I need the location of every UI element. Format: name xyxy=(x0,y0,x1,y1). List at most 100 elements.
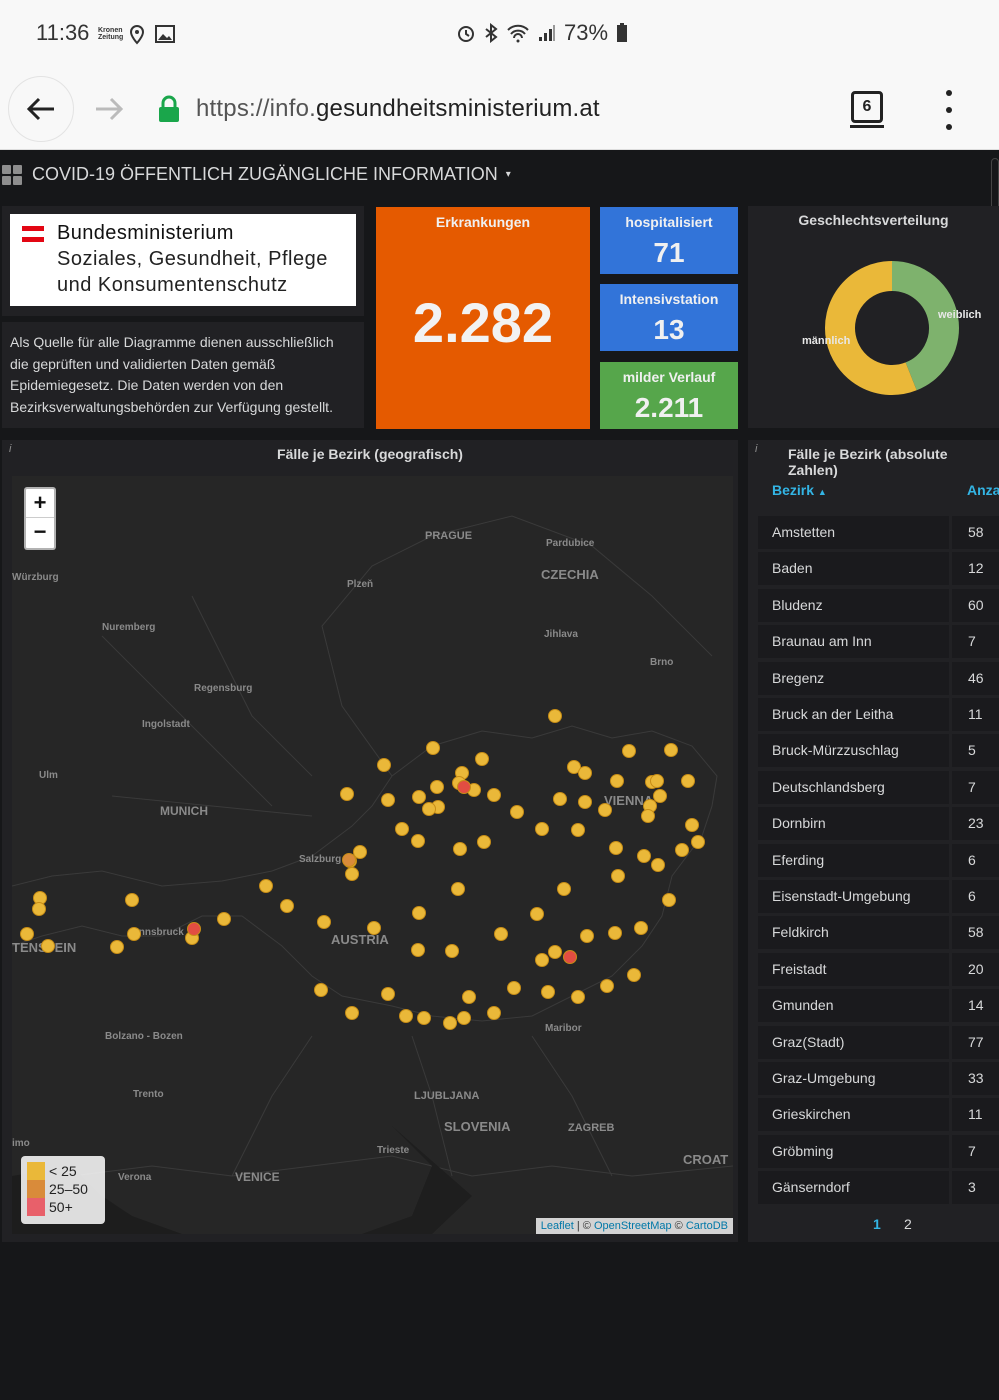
overflow-menu-button[interactable] xyxy=(938,90,960,130)
district-marker[interactable] xyxy=(650,774,664,788)
district-marker[interactable] xyxy=(399,1009,413,1023)
url-field[interactable]: https://info.gesundheitsministerium.at xyxy=(196,95,600,123)
district-marker[interactable] xyxy=(641,809,655,823)
district-marker[interactable] xyxy=(422,802,436,816)
district-marker[interactable] xyxy=(445,944,459,958)
district-marker[interactable] xyxy=(462,990,476,1004)
district-marker[interactable] xyxy=(675,843,689,857)
osm-link[interactable]: OpenStreetMap xyxy=(593,1220,672,1232)
district-marker[interactable] xyxy=(381,793,395,807)
district-map[interactable]: PRAGUE Pardubice CZECHIA Plzeň Jihlava W… xyxy=(12,476,733,1234)
district-marker[interactable] xyxy=(353,845,367,859)
district-marker[interactable] xyxy=(381,987,395,1001)
district-marker[interactable] xyxy=(553,792,567,806)
district-marker[interactable] xyxy=(691,835,705,849)
district-marker[interactable] xyxy=(317,915,331,929)
leaflet-link[interactable]: Leaflet xyxy=(540,1220,574,1232)
district-marker[interactable] xyxy=(580,929,594,943)
tab-switcher-button[interactable]: 6 xyxy=(850,91,884,128)
district-marker[interactable] xyxy=(681,774,695,788)
district-marker[interactable] xyxy=(217,912,231,926)
donut-slice-maennlich[interactable] xyxy=(825,261,917,395)
district-marker[interactable] xyxy=(664,743,678,757)
district-marker[interactable] xyxy=(611,869,625,883)
district-marker[interactable] xyxy=(610,774,624,788)
district-marker[interactable] xyxy=(125,893,139,907)
district-marker[interactable] xyxy=(507,981,521,995)
district-marker[interactable] xyxy=(187,922,201,936)
district-marker[interactable] xyxy=(662,893,676,907)
district-marker[interactable] xyxy=(314,983,328,997)
district-marker[interactable] xyxy=(567,760,581,774)
district-marker[interactable] xyxy=(598,803,612,817)
district-marker[interactable] xyxy=(377,758,391,772)
district-marker[interactable] xyxy=(563,950,577,964)
district-marker[interactable] xyxy=(41,939,55,953)
district-marker[interactable] xyxy=(32,902,46,916)
district-marker[interactable] xyxy=(259,879,273,893)
district-marker[interactable] xyxy=(535,953,549,967)
district-marker[interactable] xyxy=(637,849,651,863)
district-marker[interactable] xyxy=(548,945,562,959)
info-icon[interactable]: i xyxy=(9,443,12,455)
district-marker[interactable] xyxy=(510,805,524,819)
district-marker[interactable] xyxy=(622,744,636,758)
zoom-in-button[interactable]: + xyxy=(26,489,54,518)
cartodb-link[interactable]: CartoDB xyxy=(685,1220,728,1232)
district-marker[interactable] xyxy=(457,780,471,794)
district-marker[interactable] xyxy=(685,818,699,832)
district-marker[interactable] xyxy=(417,1011,431,1025)
district-marker[interactable] xyxy=(494,927,508,941)
column-header-bezirk[interactable]: Bezirk ▲ xyxy=(772,482,827,504)
district-marker[interactable] xyxy=(557,882,571,896)
forward-button[interactable] xyxy=(86,86,132,132)
district-marker[interactable] xyxy=(411,943,425,957)
column-header-anzahl[interactable]: Anza xyxy=(967,482,999,498)
district-marker[interactable] xyxy=(280,899,294,913)
district-marker[interactable] xyxy=(342,853,356,867)
district-marker[interactable] xyxy=(541,985,555,999)
district-marker[interactable] xyxy=(535,822,549,836)
district-marker[interactable] xyxy=(571,823,585,837)
district-marker[interactable] xyxy=(20,927,34,941)
district-marker[interactable] xyxy=(411,834,425,848)
district-marker[interactable] xyxy=(475,752,489,766)
district-marker[interactable] xyxy=(443,1016,457,1030)
district-marker[interactable] xyxy=(608,926,622,940)
district-marker[interactable] xyxy=(578,795,592,809)
district-marker[interactable] xyxy=(367,921,381,935)
district-marker[interactable] xyxy=(653,789,667,803)
district-marker[interactable] xyxy=(609,841,623,855)
district-marker[interactable] xyxy=(430,780,444,794)
district-marker[interactable] xyxy=(451,882,465,896)
dashboard-title[interactable]: COVID-19 ÖFFENTLICH ZUGÄNGLICHE INFORMAT… xyxy=(0,164,511,185)
district-marker[interactable] xyxy=(487,788,501,802)
district-marker[interactable] xyxy=(487,1006,501,1020)
district-marker[interactable] xyxy=(345,867,359,881)
district-marker[interactable] xyxy=(340,787,354,801)
district-marker[interactable] xyxy=(127,927,141,941)
district-marker[interactable] xyxy=(453,842,467,856)
district-marker[interactable] xyxy=(412,790,426,804)
district-marker[interactable] xyxy=(110,940,124,954)
back-button[interactable] xyxy=(8,76,74,142)
district-marker[interactable] xyxy=(395,822,409,836)
district-marker[interactable] xyxy=(548,709,562,723)
donut-slice-weiblich[interactable] xyxy=(891,261,959,391)
district-marker[interactable] xyxy=(530,907,544,921)
info-icon[interactable]: i xyxy=(755,443,758,455)
page-1-button[interactable]: 1 xyxy=(873,1216,881,1232)
district-marker[interactable] xyxy=(600,979,614,993)
district-marker[interactable] xyxy=(412,906,426,920)
district-marker[interactable] xyxy=(627,968,641,982)
page-2-button[interactable]: 2 xyxy=(904,1216,912,1232)
district-marker[interactable] xyxy=(651,858,665,872)
district-marker[interactable] xyxy=(634,921,648,935)
district-marker[interactable] xyxy=(345,1006,359,1020)
district-marker[interactable] xyxy=(571,990,585,1004)
district-marker[interactable] xyxy=(477,835,491,849)
zoom-out-button[interactable]: − xyxy=(33,519,47,544)
district-marker[interactable] xyxy=(457,1011,471,1025)
district-marker[interactable] xyxy=(426,741,440,755)
district-marker[interactable] xyxy=(578,766,592,780)
